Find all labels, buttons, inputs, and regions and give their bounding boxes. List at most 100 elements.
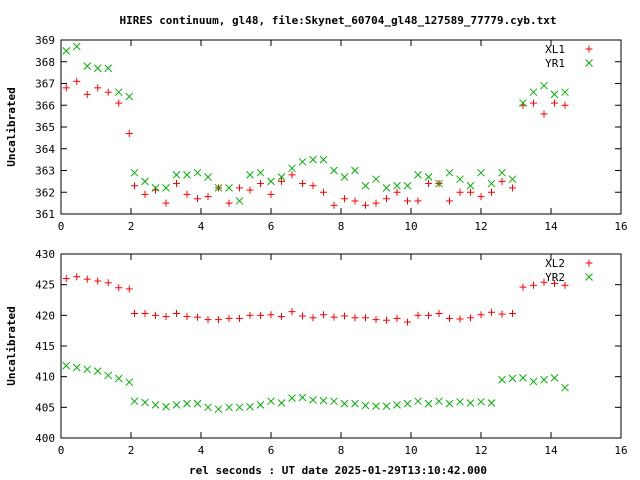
data-point-yr1 (498, 168, 506, 177)
legend-marker-xl2 (585, 259, 593, 267)
plot-frame-top (60, 39, 622, 215)
data-point-yr2 (498, 375, 506, 384)
y-axis-label-top: Uncalibrated (5, 87, 18, 166)
data-point-xl2 (183, 313, 191, 321)
data-point-xl1 (404, 197, 411, 205)
data-point-xl2 (267, 311, 275, 319)
data-point-yr2 (114, 374, 123, 383)
data-point-yr2 (298, 393, 307, 402)
data-point-yr2 (130, 397, 139, 406)
data-point-xl2 (467, 314, 474, 322)
data-point-yr1 (424, 173, 433, 181)
data-point-xl1 (551, 99, 558, 107)
data-point-yr1 (487, 179, 496, 188)
data-point-xl1 (83, 90, 91, 98)
y-tick-label: 364 (35, 143, 55, 156)
data-point-yr1 (508, 175, 517, 184)
data-point-xl1 (62, 84, 70, 92)
x-tick-label: 6 (268, 444, 275, 457)
y-tick-label: 415 (35, 340, 55, 353)
x-tick-label: 10 (404, 220, 417, 233)
data-point-yr2 (162, 402, 170, 411)
y-tick-label: 363 (35, 165, 55, 178)
data-point-xl2 (225, 314, 233, 322)
data-point-yr2 (529, 377, 538, 386)
data-point-xl2 (404, 318, 411, 326)
data-point-yr1 (445, 168, 454, 177)
data-point-yr1 (319, 155, 328, 164)
y-tick-label: 361 (35, 208, 55, 221)
data-point-yr2 (540, 375, 548, 384)
data-point-yr1 (456, 175, 464, 184)
data-point-yr1 (361, 181, 370, 190)
y-tick-label: 365 (35, 121, 55, 134)
data-point-xl1 (236, 184, 243, 192)
data-point-yr1 (204, 173, 212, 181)
data-point-xl2 (162, 313, 170, 321)
data-point-xl1 (540, 110, 548, 118)
chart-panel-bottom: 0 2 4 6 8 10 12 14 16 400 405 410 415 420 425 430 Uncali… (5, 248, 628, 457)
data-point-yr2 (519, 374, 527, 382)
data-point-xl2 (351, 314, 359, 322)
data-point-xl1 (467, 188, 474, 196)
data-point-yr1 (529, 88, 538, 97)
data-point-xl2 (246, 311, 254, 319)
data-point-xl2 (94, 277, 102, 285)
y-tick-label: 405 (35, 401, 55, 414)
data-point-xl2 (393, 314, 401, 322)
data-point-xl1 (267, 190, 275, 198)
data-point-yr1 (162, 184, 170, 192)
data-point-yr1 (256, 168, 265, 177)
data-point-xl2 (435, 309, 443, 317)
data-point-yr1 (104, 64, 113, 73)
data-point-xl1 (341, 195, 348, 203)
data-point-xl2 (141, 309, 149, 317)
data-point-xl1 (204, 193, 212, 201)
data-point-yr2 (351, 399, 359, 408)
data-point-yr1 (183, 170, 191, 179)
data-point-xl1 (278, 177, 285, 185)
data-point-yr2 (340, 399, 349, 408)
data-point-xl2 (62, 275, 70, 283)
data-point-xl2 (362, 314, 369, 322)
data-point-xl1 (225, 199, 233, 207)
data-point-xl1 (446, 197, 453, 205)
data-point-xl1 (104, 88, 112, 96)
data-point-xl2 (498, 310, 506, 318)
data-point-xl2 (215, 316, 222, 324)
data-point-yr2 (561, 383, 569, 392)
data-point-yr1 (519, 99, 527, 107)
data-point-yr2 (104, 371, 113, 380)
data-point-xl1 (383, 195, 390, 203)
data-point-xl2 (383, 316, 390, 324)
series-xl2 (62, 273, 569, 326)
data-point-xl1 (330, 201, 338, 209)
y-tick-label: 420 (35, 309, 55, 322)
data-point-xl2 (488, 308, 495, 316)
data-point-xl1 (414, 197, 422, 205)
x-tick-label: 12 (474, 444, 487, 457)
data-point-xl2 (125, 285, 133, 293)
legend-label-xl1: XL1 (545, 43, 565, 56)
data-point-xl1 (194, 195, 201, 203)
x-tick-label: 2 (128, 220, 135, 233)
data-point-xl1 (115, 99, 123, 107)
x-tick-label: 12 (474, 220, 487, 233)
x-tick-label: 8 (338, 444, 345, 457)
x-tick-label: 6 (268, 220, 275, 233)
data-point-xl2 (414, 311, 422, 319)
data-point-xl2 (288, 308, 296, 316)
y-tick-label: 369 (35, 34, 55, 47)
y-tick-label: 400 (35, 432, 55, 445)
data-point-xl2 (372, 316, 380, 324)
data-point-xl1 (94, 84, 102, 92)
legend-label-yr1: YR1 (545, 57, 565, 70)
data-point-yr1 (435, 179, 443, 188)
x-tick-label: 4 (198, 444, 205, 457)
data-point-xl1 (393, 188, 401, 196)
data-point-yr2 (393, 401, 401, 409)
data-point-yr2 (93, 367, 102, 376)
data-point-yr2 (235, 403, 244, 412)
